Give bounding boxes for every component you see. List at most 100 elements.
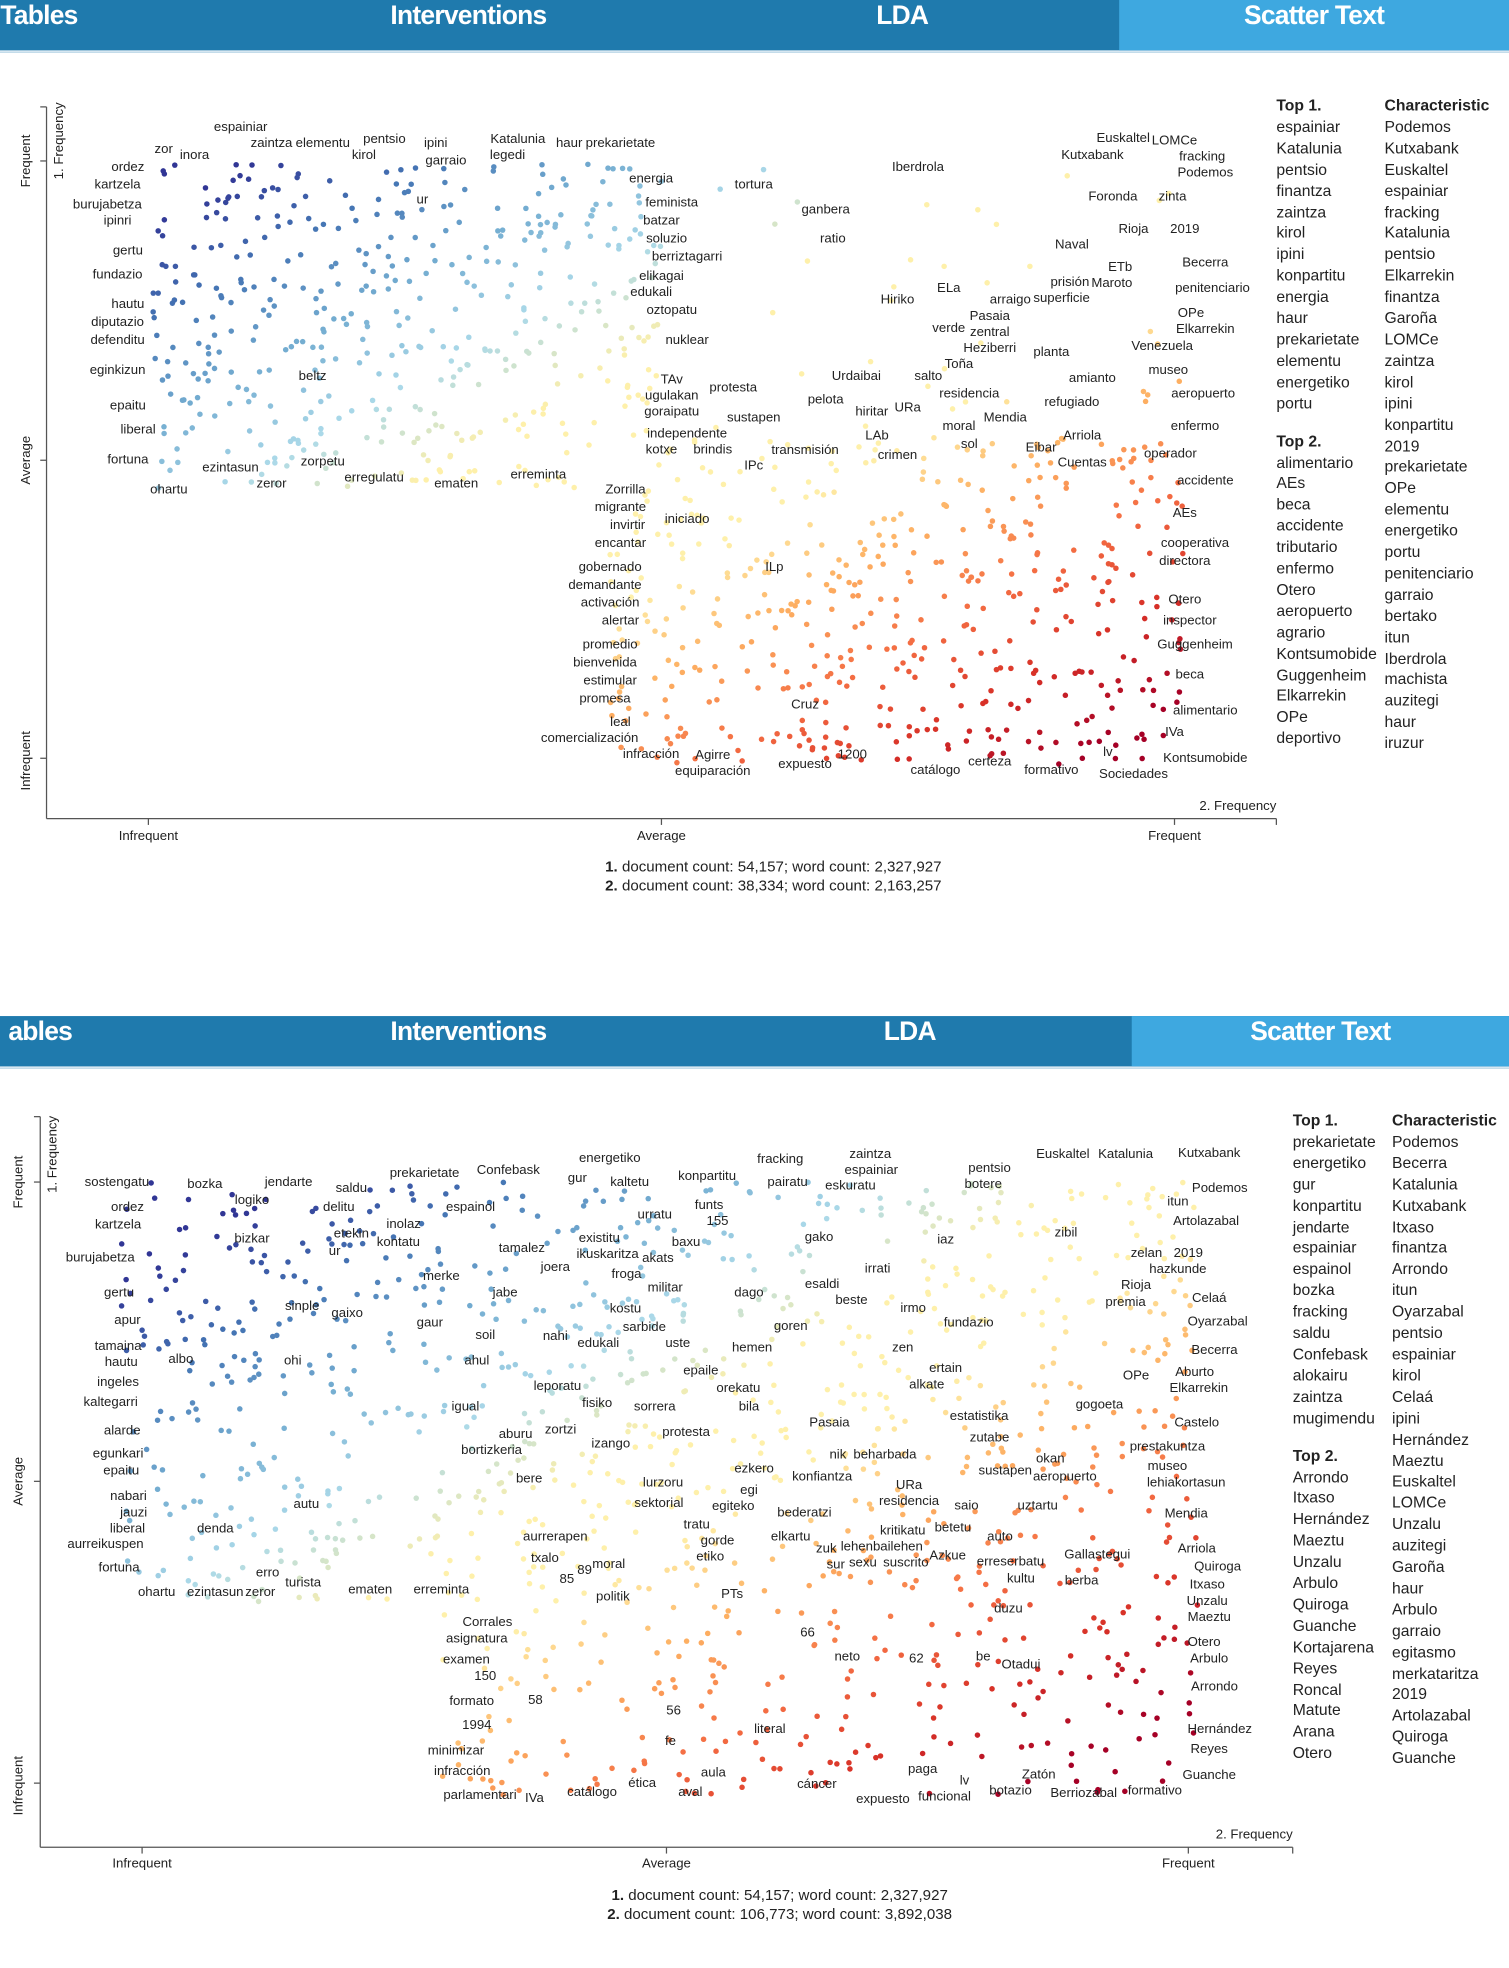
- term-point[interactable]: [356, 360, 363, 366]
- term-point[interactable]: [1100, 1619, 1106, 1626]
- term-point[interactable]: [484, 1645, 490, 1652]
- term-point[interactable]: [406, 278, 413, 285]
- term-point[interactable]: [362, 261, 368, 268]
- term-point[interactable]: [698, 1703, 705, 1709]
- term-label[interactable]: minimizar: [428, 1742, 485, 1757]
- term-point[interactable]: [612, 655, 619, 662]
- term-label[interactable]: saio: [954, 1497, 978, 1512]
- term-point[interactable]: [161, 217, 168, 223]
- term-point[interactable]: [994, 1219, 1000, 1225]
- term-point[interactable]: [328, 263, 335, 270]
- term-point[interactable]: [220, 1326, 226, 1332]
- term-label[interactable]: fe: [665, 1733, 676, 1748]
- term-point[interactable]: [412, 165, 419, 171]
- term-point[interactable]: [208, 244, 215, 251]
- term-point[interactable]: [455, 1493, 462, 1499]
- term-point[interactable]: [1101, 540, 1107, 546]
- term-point[interactable]: [796, 1248, 803, 1254]
- term-point[interactable]: [1091, 575, 1097, 581]
- term-point[interactable]: [1045, 447, 1051, 454]
- term-point[interactable]: [487, 348, 493, 354]
- term-point[interactable]: [434, 1533, 441, 1539]
- term-point[interactable]: [735, 747, 741, 754]
- term-point[interactable]: [635, 193, 642, 199]
- term-point[interactable]: [1105, 729, 1112, 736]
- term-point[interactable]: [875, 1425, 882, 1432]
- term-point[interactable]: [824, 1201, 831, 1208]
- term-point[interactable]: [721, 1230, 727, 1236]
- term-point[interactable]: [985, 726, 991, 733]
- term-point[interactable]: [906, 723, 913, 730]
- term-point[interactable]: [777, 1766, 783, 1772]
- term-point[interactable]: [1051, 1345, 1057, 1352]
- term-point[interactable]: [845, 1528, 851, 1534]
- term-point[interactable]: [931, 1734, 937, 1740]
- term-point[interactable]: [899, 1511, 906, 1518]
- term-point[interactable]: [280, 1373, 287, 1379]
- term-point[interactable]: [383, 273, 390, 279]
- term-point[interactable]: [827, 1759, 833, 1766]
- term-point[interactable]: [957, 477, 964, 484]
- term-point[interactable]: [728, 515, 734, 521]
- term-label[interactable]: energetiko: [579, 1150, 641, 1165]
- term-label[interactable]: kirol: [352, 147, 376, 162]
- term-point[interactable]: [720, 1356, 727, 1362]
- term-point[interactable]: [421, 1283, 427, 1290]
- term-point[interactable]: [1157, 441, 1164, 447]
- term-point[interactable]: [906, 756, 912, 762]
- term-point[interactable]: [1008, 665, 1014, 672]
- term-label[interactable]: ematen: [348, 1581, 392, 1596]
- term-point[interactable]: [326, 1236, 332, 1242]
- term-point[interactable]: [441, 1402, 448, 1409]
- tab-interventions[interactable]: Interventions: [390, 1, 547, 31]
- term-point[interactable]: [506, 1717, 512, 1724]
- term-point[interactable]: [157, 1408, 164, 1415]
- term-label[interactable]: gaixo: [331, 1305, 363, 1320]
- term-point[interactable]: [410, 1197, 417, 1203]
- term-point[interactable]: [414, 435, 421, 442]
- term-point[interactable]: [681, 1388, 687, 1395]
- term-point[interactable]: [883, 1394, 889, 1401]
- term-point[interactable]: [466, 254, 472, 261]
- term-point[interactable]: [794, 199, 801, 205]
- term-point[interactable]: [1000, 750, 1007, 757]
- term-point[interactable]: [995, 1199, 1002, 1206]
- term-point[interactable]: [712, 663, 718, 670]
- term-point[interactable]: [847, 1766, 853, 1772]
- term-point[interactable]: [805, 445, 812, 452]
- term-point[interactable]: [985, 1450, 992, 1456]
- term-point[interactable]: [720, 1255, 727, 1262]
- term-point[interactable]: [882, 1359, 888, 1366]
- term-point[interactable]: [425, 457, 431, 464]
- term-point[interactable]: [1161, 1423, 1168, 1430]
- term-point[interactable]: [443, 227, 449, 234]
- term-point[interactable]: [609, 1765, 615, 1772]
- term-point[interactable]: [800, 1341, 806, 1347]
- term-point[interactable]: [761, 1587, 768, 1594]
- term-point[interactable]: [524, 433, 530, 439]
- tab-scatter-text[interactable]: Scatter Text: [1131, 1016, 1509, 1067]
- term-point[interactable]: [421, 1302, 428, 1308]
- term-point[interactable]: [860, 551, 866, 558]
- term-point[interactable]: [989, 440, 996, 447]
- term-point[interactable]: [464, 279, 470, 286]
- term-point[interactable]: [1130, 1347, 1136, 1354]
- term-point[interactable]: [924, 1539, 930, 1546]
- term-point[interactable]: [343, 321, 350, 328]
- term-point[interactable]: [269, 185, 276, 191]
- term-point[interactable]: [1082, 1628, 1088, 1635]
- term-point[interactable]: [591, 281, 598, 287]
- term-label[interactable]: sostengatu: [85, 1174, 150, 1189]
- term-point[interactable]: [894, 448, 900, 454]
- term-point[interactable]: [893, 596, 899, 603]
- term-point[interactable]: [923, 1187, 930, 1194]
- term-point[interactable]: [668, 683, 675, 690]
- term-point[interactable]: [341, 1241, 347, 1248]
- term-point[interactable]: [179, 1317, 186, 1324]
- term-label[interactable]: burujabetza: [66, 1250, 136, 1265]
- term-point[interactable]: [656, 1680, 662, 1686]
- term-point[interactable]: [641, 1240, 648, 1247]
- term-point[interactable]: [366, 1208, 373, 1215]
- term-point[interactable]: [446, 1499, 452, 1506]
- term-point[interactable]: [652, 628, 658, 634]
